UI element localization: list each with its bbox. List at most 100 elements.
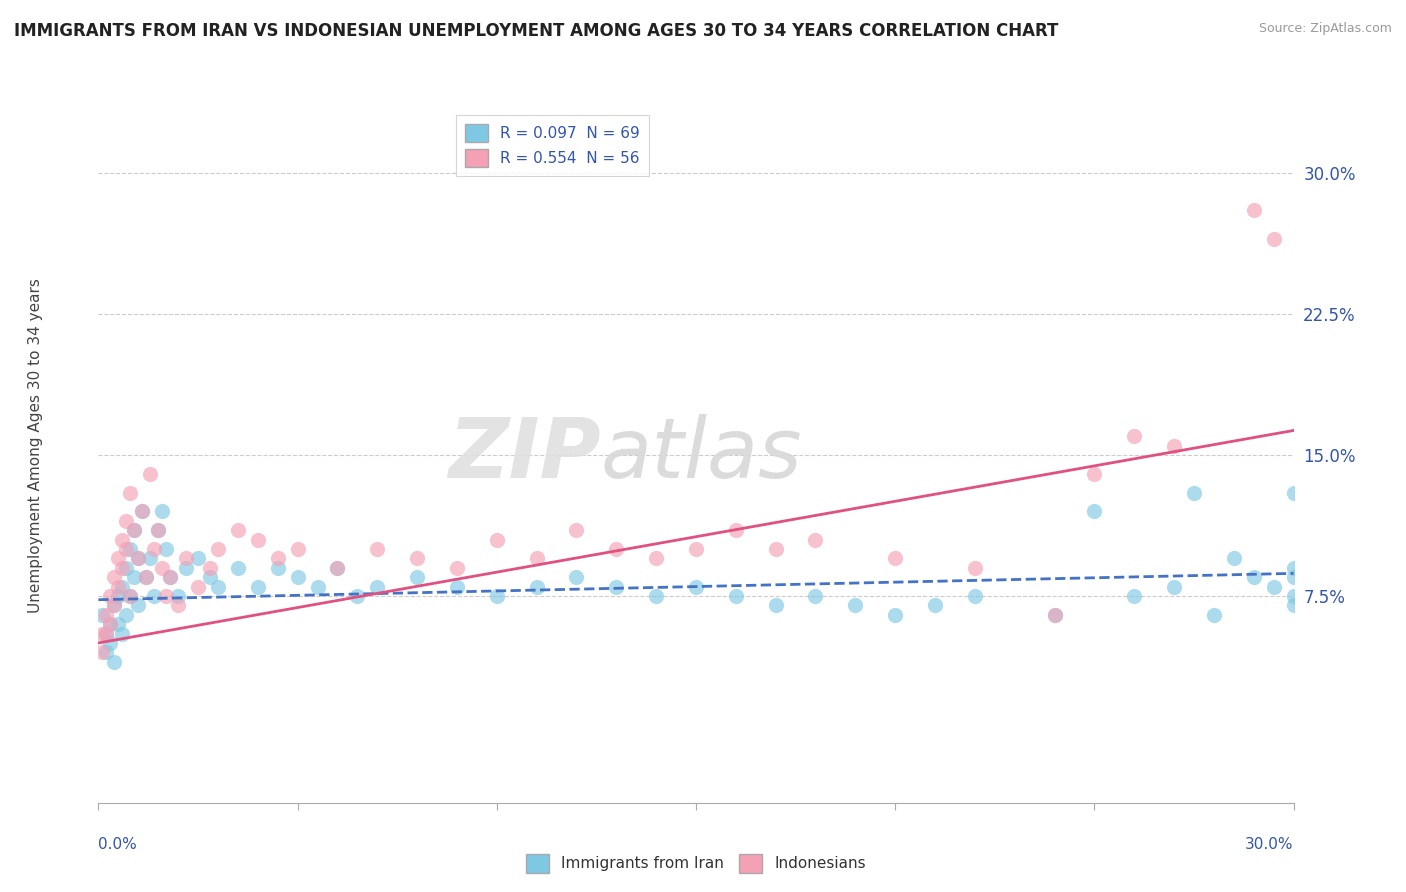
Point	[1123, 429, 1146, 443]
Point	[267, 560, 290, 574]
Point	[127, 551, 149, 566]
Point	[1282, 589, 1305, 603]
Point	[884, 607, 907, 622]
Point	[107, 589, 129, 603]
Point	[1282, 599, 1305, 613]
Point	[103, 570, 125, 584]
Point	[111, 533, 134, 547]
Point	[148, 523, 170, 537]
Point	[187, 551, 209, 566]
Point	[143, 589, 166, 603]
Point	[111, 626, 134, 640]
Point	[924, 599, 946, 613]
Point	[685, 580, 707, 594]
Point	[131, 504, 153, 518]
Point	[124, 523, 146, 537]
Point	[120, 541, 142, 556]
Text: 30.0%: 30.0%	[1246, 837, 1294, 852]
Point	[485, 589, 508, 603]
Point	[115, 560, 138, 574]
Point	[103, 655, 125, 669]
Point	[565, 570, 588, 584]
Point	[1083, 504, 1105, 518]
Point	[685, 541, 707, 556]
Point	[446, 560, 468, 574]
Point	[174, 560, 197, 574]
Point	[103, 599, 125, 613]
Point	[98, 617, 122, 632]
Point	[115, 514, 138, 528]
Point	[1202, 607, 1225, 622]
Point	[115, 607, 138, 622]
Point	[346, 589, 368, 603]
Point	[963, 560, 986, 574]
Point	[406, 570, 429, 584]
Point	[174, 551, 197, 566]
Point	[765, 599, 787, 613]
Point	[246, 580, 269, 594]
Point	[267, 551, 290, 566]
Point	[1243, 570, 1265, 584]
Point	[366, 580, 388, 594]
Text: Source: ZipAtlas.com: Source: ZipAtlas.com	[1258, 22, 1392, 36]
Point	[1263, 580, 1285, 594]
Point	[167, 599, 190, 613]
Point	[485, 533, 508, 547]
Point	[1083, 467, 1105, 481]
Point	[326, 560, 349, 574]
Point	[207, 580, 229, 594]
Point	[1123, 589, 1146, 603]
Point	[150, 560, 173, 574]
Point	[120, 589, 142, 603]
Point	[98, 617, 122, 632]
Point	[127, 599, 149, 613]
Point	[1163, 580, 1185, 594]
Point	[446, 580, 468, 594]
Point	[187, 580, 209, 594]
Point	[246, 533, 269, 547]
Point	[148, 523, 170, 537]
Point	[307, 580, 329, 594]
Point	[1282, 485, 1305, 500]
Point	[287, 541, 309, 556]
Text: IMMIGRANTS FROM IRAN VS INDONESIAN UNEMPLOYMENT AMONG AGES 30 TO 34 YEARS CORREL: IMMIGRANTS FROM IRAN VS INDONESIAN UNEMP…	[14, 22, 1059, 40]
Point	[91, 626, 114, 640]
Point	[107, 580, 129, 594]
Point	[605, 541, 627, 556]
Point	[135, 570, 157, 584]
Point	[111, 560, 134, 574]
Point	[526, 551, 548, 566]
Point	[155, 589, 177, 603]
Point	[1043, 607, 1066, 622]
Point	[111, 580, 134, 594]
Point	[103, 599, 125, 613]
Point	[724, 589, 747, 603]
Point	[150, 504, 173, 518]
Point	[226, 523, 249, 537]
Point	[91, 607, 114, 622]
Point	[1243, 203, 1265, 218]
Point	[198, 560, 221, 574]
Point	[406, 551, 429, 566]
Point	[155, 541, 177, 556]
Point	[326, 560, 349, 574]
Point	[724, 523, 747, 537]
Point	[159, 570, 181, 584]
Point	[139, 467, 162, 481]
Point	[1282, 560, 1305, 574]
Point	[565, 523, 588, 537]
Point	[135, 570, 157, 584]
Point	[127, 551, 149, 566]
Point	[91, 645, 114, 659]
Point	[124, 570, 146, 584]
Point	[131, 504, 153, 518]
Text: atlas: atlas	[600, 415, 801, 495]
Point	[96, 626, 118, 640]
Point	[526, 580, 548, 594]
Point	[605, 580, 627, 594]
Point	[207, 541, 229, 556]
Point	[96, 645, 118, 659]
Point	[1043, 607, 1066, 622]
Point	[645, 551, 668, 566]
Point	[1163, 438, 1185, 452]
